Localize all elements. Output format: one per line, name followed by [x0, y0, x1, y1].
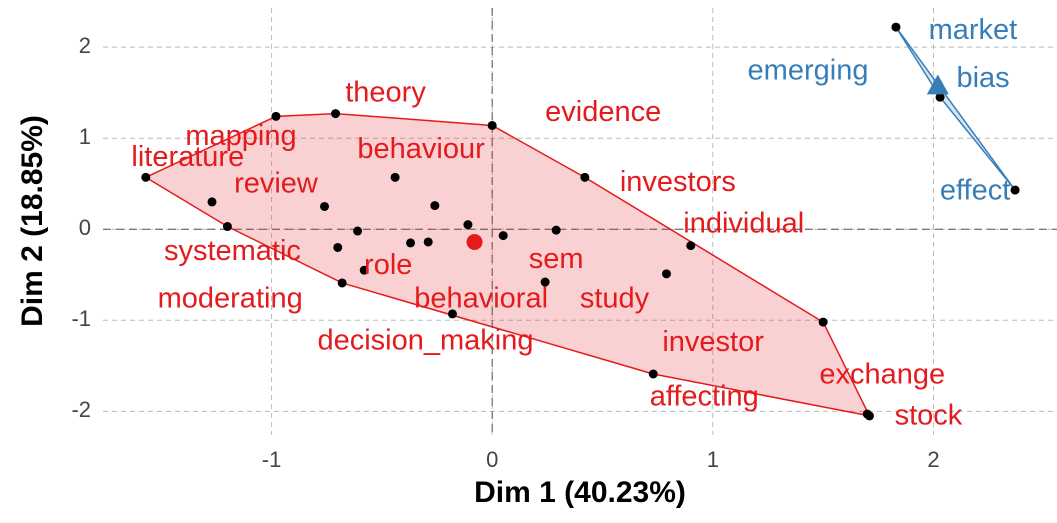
- point-label: exchange: [819, 359, 945, 391]
- point-label: evidence: [545, 96, 661, 128]
- point: [141, 172, 151, 182]
- point: [359, 265, 369, 275]
- x-tick-label: 1: [707, 447, 719, 472]
- point-label: role: [364, 249, 412, 281]
- point: [447, 309, 457, 319]
- point: [423, 237, 433, 247]
- point-label: affecting: [650, 381, 759, 413]
- point: [551, 225, 561, 235]
- point-label: decision_making: [317, 325, 533, 357]
- y-tick-label: -2: [71, 397, 91, 422]
- point-label: emerging: [748, 55, 869, 87]
- point-label: moderating: [158, 283, 303, 315]
- point-label: stock: [895, 400, 963, 432]
- point-label: behaviour: [357, 133, 485, 165]
- point: [686, 241, 696, 251]
- y-tick-label: 2: [79, 33, 91, 58]
- point: [222, 222, 232, 232]
- point: [661, 269, 671, 279]
- point: [818, 317, 828, 327]
- point-label: sem: [529, 243, 584, 275]
- point: [1010, 185, 1020, 195]
- y-axis-title: Dim 2 (18.85%): [16, 115, 49, 327]
- point: [353, 226, 363, 236]
- point-label: bias: [956, 62, 1009, 94]
- point: [337, 278, 347, 288]
- point: [540, 277, 550, 287]
- y-tick-label: 1: [79, 124, 91, 149]
- x-tick-label: 0: [486, 447, 498, 472]
- point-label: individual: [683, 207, 804, 239]
- point: [463, 220, 473, 230]
- point: [430, 201, 440, 211]
- point-label: review: [234, 168, 319, 200]
- cluster-hull: [895, 26, 1016, 191]
- point: [331, 109, 341, 119]
- point-label: market: [929, 14, 1018, 46]
- point: [891, 22, 901, 32]
- point-label: mapping: [185, 120, 296, 152]
- cluster-center: [926, 74, 949, 95]
- point: [498, 231, 508, 241]
- point: [406, 238, 416, 248]
- point-label: literature: [131, 141, 244, 173]
- point: [390, 172, 400, 182]
- x-tick-label: 2: [927, 447, 939, 472]
- point-label: investor: [662, 326, 764, 358]
- x-axis-title: Dim 1 (40.23%): [474, 476, 686, 509]
- point-label: systematic: [164, 235, 301, 267]
- point: [935, 92, 945, 102]
- point-label: study: [580, 283, 650, 315]
- point-label: behavioral: [414, 283, 548, 315]
- cluster-center: [466, 233, 483, 250]
- point-label: effect: [940, 175, 1010, 207]
- point-label: investors: [620, 166, 736, 198]
- point: [487, 120, 497, 130]
- point: [862, 409, 872, 419]
- y-tick-label: 0: [79, 215, 91, 240]
- point: [320, 201, 330, 211]
- point: [271, 111, 281, 121]
- point: [580, 172, 590, 182]
- point-label: theory: [345, 76, 426, 108]
- y-tick-label: -1: [71, 306, 91, 331]
- point: [648, 369, 658, 379]
- point: [333, 242, 343, 252]
- point: [207, 197, 217, 207]
- x-tick-label: -1: [262, 447, 282, 472]
